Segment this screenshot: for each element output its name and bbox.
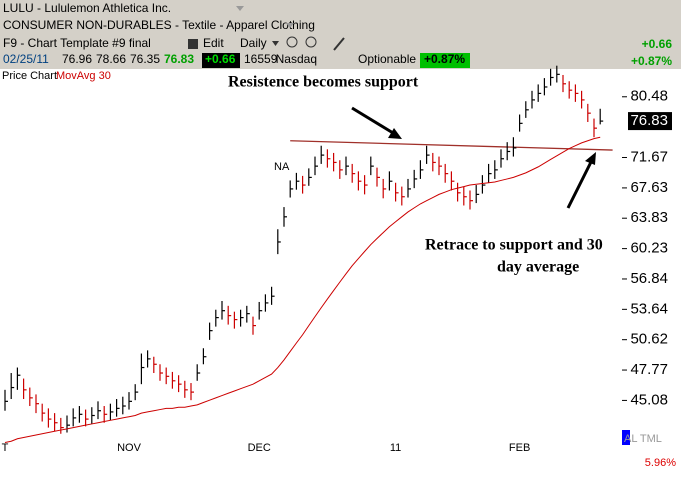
zoom-out[interactable] xyxy=(305,36,317,48)
x-tick-label: T xyxy=(2,442,9,454)
quote-date: 02/25/11 xyxy=(3,52,49,66)
x-tick-label: 11 xyxy=(390,442,401,454)
quote-volume: 16559 xyxy=(244,52,278,66)
symbol[interactable]: LULU - Lululemon Athletica Inc. xyxy=(3,1,171,15)
scale-step: 5.96% xyxy=(645,457,676,469)
dropdown[interactable] xyxy=(272,41,279,46)
y-tick-label: 53.64 xyxy=(630,300,668,317)
annotation: day average xyxy=(497,259,579,276)
scale-marker xyxy=(622,430,630,445)
y-tick-label: 67.63 xyxy=(630,179,668,196)
quote-open: 76.96 xyxy=(62,52,92,66)
last-price-box xyxy=(628,112,672,131)
x-tick-label: NOV xyxy=(117,442,142,454)
icon-binoculars[interactable] xyxy=(188,39,198,49)
y-tick-label: 60.23 xyxy=(630,240,668,257)
y-tick-label: 80.48 xyxy=(630,88,668,105)
optionable: Optionable xyxy=(358,52,416,66)
x-tick-label: FEB xyxy=(509,442,530,454)
industry[interactable]: CONSUMER NON-DURABLES - Textile - Appare… xyxy=(3,18,315,32)
pct-box xyxy=(420,53,470,68)
quote-close: 76.83 xyxy=(164,52,194,66)
y-tick-label: 71.67 xyxy=(630,148,668,165)
template[interactable]: F9 - Chart Template #9 final xyxy=(3,36,151,50)
period[interactable]: Daily xyxy=(240,36,267,50)
y-tick-label: 63.83 xyxy=(630,209,668,226)
x-tick-label: DEC xyxy=(248,442,271,454)
summary-change-pct: +0.87% xyxy=(631,54,672,68)
arrow-head xyxy=(585,152,596,165)
change-box xyxy=(202,53,240,68)
summary-change: +0.66 xyxy=(642,37,673,51)
moving-average xyxy=(4,136,601,443)
arrow xyxy=(566,159,594,209)
quote-low: 76.35 xyxy=(130,52,160,66)
trendline xyxy=(290,140,613,151)
dropdown[interactable] xyxy=(236,6,244,11)
draw-tool[interactable] xyxy=(333,37,345,51)
scale-type: AL TML xyxy=(624,433,662,445)
arrow-head xyxy=(388,128,402,139)
annotation: NA xyxy=(274,161,290,173)
quote-change-pct: +0.87% xyxy=(424,52,465,66)
last-price-label: 76.83 xyxy=(630,112,668,129)
annotation: Retrace to support and 30 xyxy=(425,237,603,254)
exchange: Nasdaq xyxy=(276,52,317,66)
y-tick-label: 45.08 xyxy=(630,391,668,408)
legend-ma: MovAvg 30 xyxy=(56,70,111,82)
edit-button[interactable]: Edit xyxy=(203,36,224,50)
header-bg xyxy=(0,0,681,69)
chart-bg xyxy=(0,69,681,475)
quote-change: +0.66 xyxy=(205,52,236,66)
y-tick-label: 47.77 xyxy=(630,361,668,378)
dropdown[interactable] xyxy=(286,23,294,28)
quote-high: 78.66 xyxy=(96,52,126,66)
panel-label: Price Chart xyxy=(2,70,57,82)
zoom-in[interactable] xyxy=(286,36,298,48)
y-tick-label: 50.62 xyxy=(630,331,668,348)
annotation: Resistence becomes support xyxy=(228,74,419,91)
y-tick-label: 56.84 xyxy=(630,270,668,287)
